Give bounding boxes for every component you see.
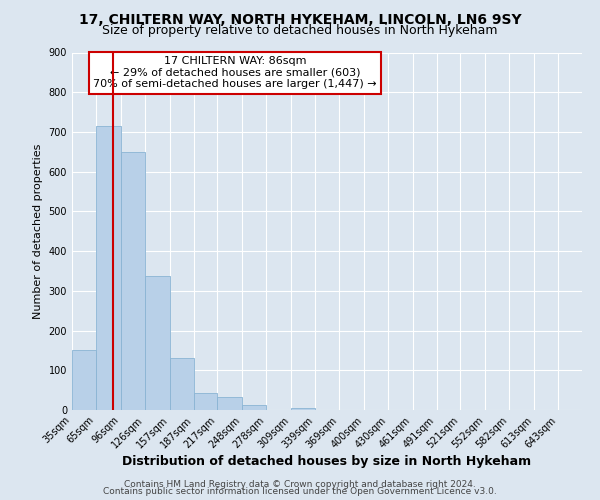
Bar (217, 398, 242, 410)
Bar (242, 405, 266, 410)
Text: 17 CHILTERN WAY: 86sqm
← 29% of detached houses are smaller (603)
70% of semi-de: 17 CHILTERN WAY: 86sqm ← 29% of detached… (94, 56, 377, 90)
Text: 17, CHILTERN WAY, NORTH HYKEHAM, LINCOLN, LN6 9SY: 17, CHILTERN WAY, NORTH HYKEHAM, LINCOLN… (79, 12, 521, 26)
Bar (291, 408, 315, 410)
Text: Size of property relative to detached houses in North Hykeham: Size of property relative to detached ho… (102, 24, 498, 37)
X-axis label: Distribution of detached houses by size in North Hykeham: Distribution of detached houses by size … (122, 456, 532, 468)
Bar (72, 350, 96, 410)
Text: Contains public sector information licensed under the Open Government Licence v3: Contains public sector information licen… (103, 487, 497, 496)
Bar (121, 152, 145, 410)
Bar (145, 276, 170, 410)
Bar (96, 126, 121, 410)
Text: Contains HM Land Registry data © Crown copyright and database right 2024.: Contains HM Land Registry data © Crown c… (124, 480, 476, 489)
Bar (194, 394, 217, 410)
Bar (170, 358, 194, 410)
Y-axis label: Number of detached properties: Number of detached properties (33, 144, 43, 319)
